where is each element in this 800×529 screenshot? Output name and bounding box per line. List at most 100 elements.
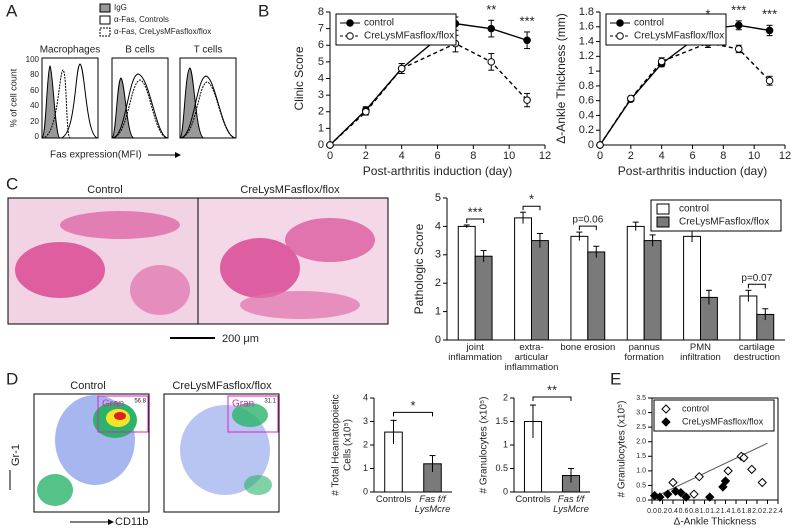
significance-bracket [532, 396, 572, 402]
legend-label: CreLysMFasflox/flox [364, 31, 454, 42]
y-tick-label: 1 [588, 65, 594, 77]
significance: *** [519, 13, 534, 28]
histogram-panel: IgG α-Fas, Controls α-Fas, CreLysMFasflo… [8, 3, 237, 161]
legend-label: CreLysMFasflox/flox [682, 416, 764, 426]
x-axis-label: Fas expression(MFI) [50, 150, 142, 161]
legend-swatch [99, 27, 111, 37]
y-axis-label: Cells (x10⁵) [343, 419, 354, 471]
legend-box [653, 399, 775, 432]
point [487, 58, 496, 66]
x-tick-label: 0.6 [679, 508, 689, 515]
arrow-head [108, 519, 114, 525]
gate [227, 395, 279, 433]
y-tick-label: 80 [30, 70, 39, 79]
point [616, 32, 624, 40]
y-tick-label: 4 [363, 392, 368, 402]
x-axis-label: Post-arthritis induction (day) [618, 164, 767, 178]
point [627, 94, 635, 103]
significance-bracket [747, 283, 766, 289]
y-tick-label: 0.8 [579, 80, 594, 92]
point [661, 417, 671, 427]
y-tick-label: 0.5 [495, 463, 508, 473]
point [596, 141, 604, 149]
x-tick-label: Fas f/f LysMcre [553, 495, 589, 515]
y-tick-label: 0 [318, 139, 324, 151]
y-tick-label: 0 [503, 486, 508, 496]
plot-frame [111, 57, 169, 139]
point [723, 466, 733, 476]
legend-box [605, 13, 727, 46]
y-tick-label: 3.5 [636, 395, 646, 402]
point [616, 19, 624, 27]
y-axis-label: # Total Heamatopoietic [331, 394, 342, 496]
x-tick-label: joint inflammation [448, 343, 503, 363]
y-tick-label: 7 [318, 23, 324, 35]
x-tick-label: Controls [515, 495, 551, 505]
legend-label: α-Fas, CreLysMFasflox/flox [114, 27, 211, 36]
y-tick-label: 1 [318, 122, 324, 134]
significance: *** [731, 2, 746, 17]
x-tick-label: 2 [628, 150, 634, 162]
significance: * [529, 192, 534, 207]
x-axis-label: Δ-Ankle Thickness [674, 517, 757, 528]
y-tick-label: 3 [318, 89, 324, 101]
bar [570, 235, 589, 341]
y-tick-label: 4 [435, 220, 441, 232]
y-tick-label: 1.8 [579, 6, 594, 18]
x-tick-label: bone erosion [560, 343, 616, 353]
x-tick-label: extra-articular inflammation [504, 343, 559, 373]
hist-title: T cells [194, 45, 223, 56]
significance: ** [547, 382, 557, 397]
tissue [220, 238, 300, 298]
tissue [60, 211, 180, 239]
point [668, 477, 678, 488]
flow-panel: Control CreLysMFasflox/flox Gran Gran 56… [9, 380, 280, 528]
y-tick-label: 3 [363, 416, 368, 426]
y-tick-label: 1.2 [579, 50, 594, 62]
point [765, 26, 774, 35]
x-axis-label: CD11b [115, 516, 148, 528]
density [180, 405, 270, 495]
legend-swatch [99, 15, 111, 25]
y-tick-label: 60 [30, 86, 39, 95]
y-tick-label: 2.5 [636, 424, 646, 431]
point [487, 24, 496, 33]
x-tick-label: 0 [327, 150, 333, 162]
x-tick-label-box: Fas f/f LysMcre [414, 495, 451, 515]
tissue [285, 218, 375, 262]
gate-percent: 56.8 [134, 399, 146, 405]
point [661, 404, 671, 414]
y-tick-label: 2 [318, 106, 324, 118]
hist-curve [111, 77, 135, 139]
y-tick-label: 0 [435, 334, 441, 346]
significance-bracket [578, 225, 597, 231]
x-tick-label: 2.4 [773, 508, 783, 515]
y-tick-label: 100 [26, 55, 40, 64]
x-tick-label: 0.4 [668, 508, 678, 515]
y-tick-label: 0.2 [579, 124, 594, 136]
series-line [599, 42, 771, 146]
x-tick-label: Fas f/f LysMcre [414, 495, 451, 515]
significance-bracket [393, 411, 433, 417]
panel-label: E [610, 369, 621, 388]
x-tick-label: Controls [375, 495, 412, 505]
gate-label: Gran [102, 399, 124, 410]
bar [457, 225, 476, 341]
x-tick-label: 4 [659, 150, 665, 162]
x-tick-label-box: Controls [375, 495, 412, 505]
panel-label: C [6, 174, 18, 193]
y-axis-label: Pathologic Score [412, 223, 426, 314]
x-tick-label: 1.4 [721, 508, 731, 515]
flow-title: Control [70, 380, 105, 392]
x-tick-label: 10 [748, 150, 760, 162]
bar [683, 235, 701, 341]
y-tick-label: 1.4 [579, 35, 594, 47]
point [362, 107, 370, 116]
x-tick-label: 1.8 [742, 508, 752, 515]
x-tick-label-box: extra-articular inflammation [504, 343, 559, 373]
bar [514, 217, 532, 341]
y-axis-label: % of cell count [8, 68, 18, 127]
hist-curve [111, 79, 169, 139]
x-tick-label-box: PMN infiltration [680, 343, 721, 362]
y-tick-label: 3 [435, 249, 441, 261]
